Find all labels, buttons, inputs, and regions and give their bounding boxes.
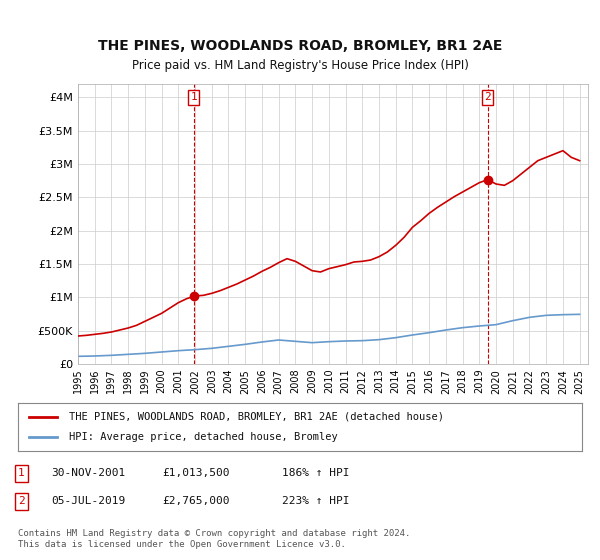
Text: £2,765,000: £2,765,000 [162, 496, 229, 506]
Text: 1: 1 [18, 468, 25, 478]
Text: 2: 2 [18, 496, 25, 506]
Text: £1,013,500: £1,013,500 [162, 468, 229, 478]
Text: 30-NOV-2001: 30-NOV-2001 [51, 468, 125, 478]
Text: Contains HM Land Registry data © Crown copyright and database right 2024.
This d: Contains HM Land Registry data © Crown c… [18, 529, 410, 549]
Text: THE PINES, WOODLANDS ROAD, BROMLEY, BR1 2AE: THE PINES, WOODLANDS ROAD, BROMLEY, BR1 … [98, 39, 502, 53]
Text: 1: 1 [190, 92, 197, 102]
Text: HPI: Average price, detached house, Bromley: HPI: Average price, detached house, Brom… [69, 432, 338, 442]
Text: 2: 2 [484, 92, 491, 102]
Text: 223% ↑ HPI: 223% ↑ HPI [282, 496, 349, 506]
Text: 186% ↑ HPI: 186% ↑ HPI [282, 468, 349, 478]
Text: 05-JUL-2019: 05-JUL-2019 [51, 496, 125, 506]
Text: Price paid vs. HM Land Registry's House Price Index (HPI): Price paid vs. HM Land Registry's House … [131, 59, 469, 72]
Text: THE PINES, WOODLANDS ROAD, BROMLEY, BR1 2AE (detached house): THE PINES, WOODLANDS ROAD, BROMLEY, BR1 … [69, 412, 444, 422]
